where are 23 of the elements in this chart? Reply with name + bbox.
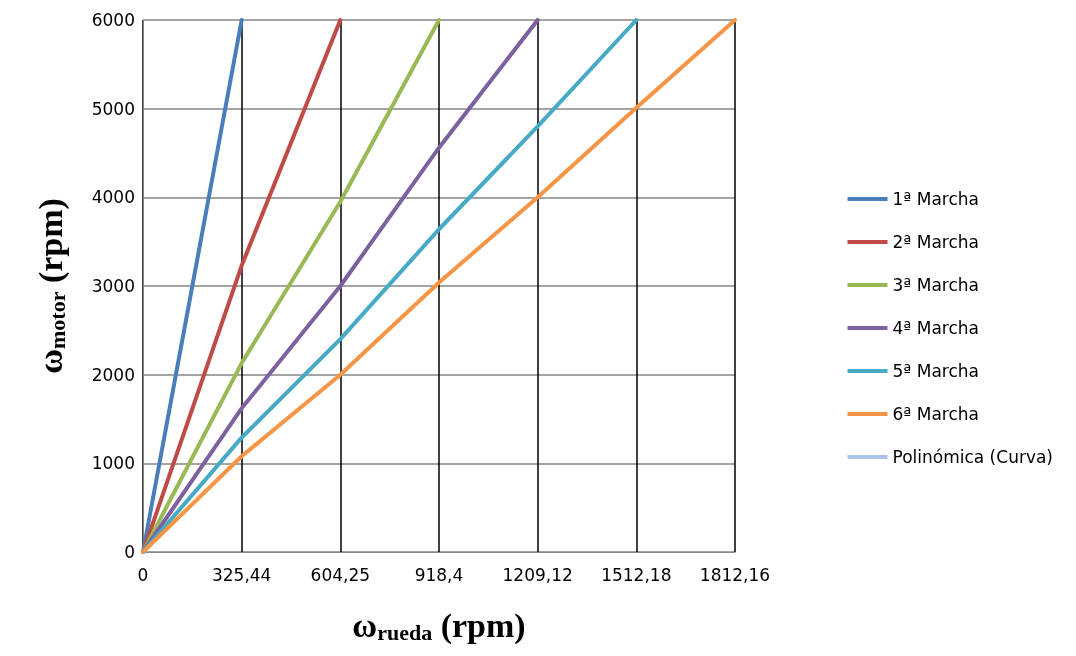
y-tick-label: 4000: [91, 187, 135, 208]
legend-label: 1ª Marcha: [892, 189, 979, 209]
x-tick-label: 604,25: [310, 564, 371, 585]
y-tick-label: 1000: [91, 453, 135, 474]
y-tick-label: 6000: [91, 10, 135, 30]
y-axis-title: ωmotor (rpm): [31, 198, 70, 374]
legend-label: 4ª Marcha: [892, 318, 979, 338]
x-tick-label: 1512,18: [601, 564, 672, 585]
y-tick-label: 0: [124, 542, 135, 562]
x-tick-label: 1812,16: [699, 564, 771, 585]
x-tick-label: 918,4: [414, 564, 464, 585]
legend-label: 3ª Marcha: [892, 275, 979, 295]
y-tick-label: 2000: [91, 364, 135, 385]
legend-label: 2ª Marcha: [892, 232, 979, 252]
y-tick-label: 5000: [91, 98, 135, 119]
legend-label: 5ª Marcha: [892, 361, 979, 381]
y-tick-label: 3000: [91, 276, 135, 296]
line-series: [141, 18, 737, 554]
legend-label: 6ª Marcha: [892, 404, 979, 424]
x-tick-label: 1209,12: [502, 564, 573, 585]
x-tick-label: 325,44: [211, 564, 272, 585]
x-tick-label: 0: [137, 564, 149, 585]
legend-label: Polinómica (Curva): [892, 447, 1053, 467]
